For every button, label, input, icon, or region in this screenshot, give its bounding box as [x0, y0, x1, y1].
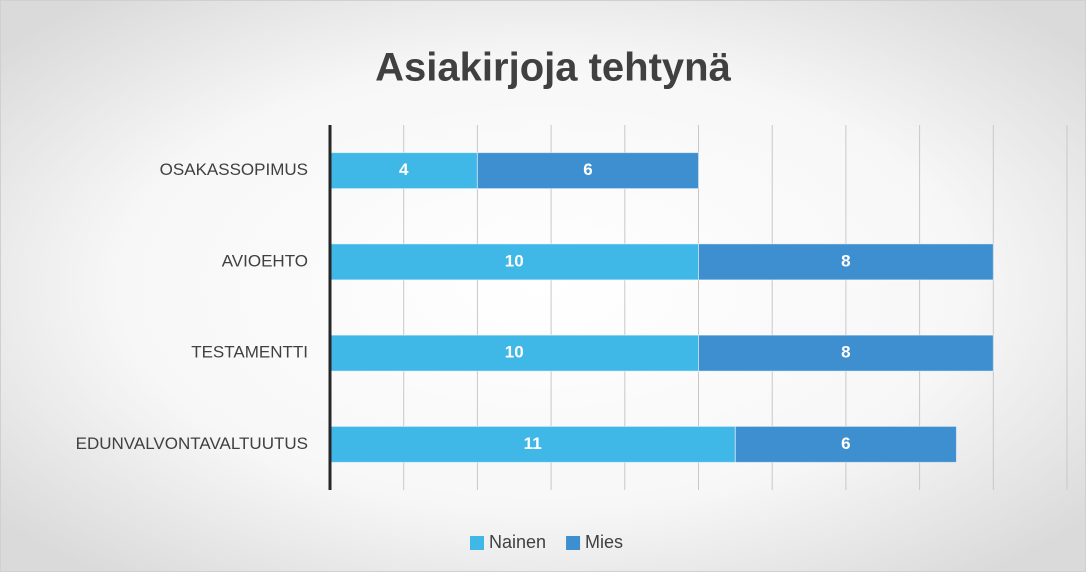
legend-swatch [566, 536, 581, 550]
bar [329, 152, 478, 190]
y-tick-label: TESTAMENTTI [191, 343, 308, 362]
data-label: 6 [583, 160, 592, 179]
y-tick-label: AVIOEHTO [222, 251, 308, 270]
bar [698, 334, 994, 372]
bar [476, 152, 699, 190]
y-tick-label: OSAKASSOPIMUS [160, 160, 308, 179]
data-label: 4 [399, 160, 409, 179]
data-label: 10 [505, 343, 524, 362]
data-label: 11 [524, 434, 542, 453]
data-label: 6 [841, 434, 850, 453]
y-tick-label: EDUNVALVONTAVALTUUTUS [76, 434, 308, 453]
data-label: 10 [505, 251, 524, 270]
legend-label: Nainen [489, 532, 546, 552]
bar [698, 243, 994, 281]
data-label: 8 [841, 251, 850, 270]
bar [329, 334, 699, 372]
data-label: 8 [841, 343, 850, 362]
legend-label: Mies [585, 532, 623, 552]
legend-swatch [470, 536, 484, 550]
bar [329, 243, 699, 281]
bar [734, 425, 957, 463]
chart-title: Asiakirjoja tehtynä [375, 46, 731, 90]
